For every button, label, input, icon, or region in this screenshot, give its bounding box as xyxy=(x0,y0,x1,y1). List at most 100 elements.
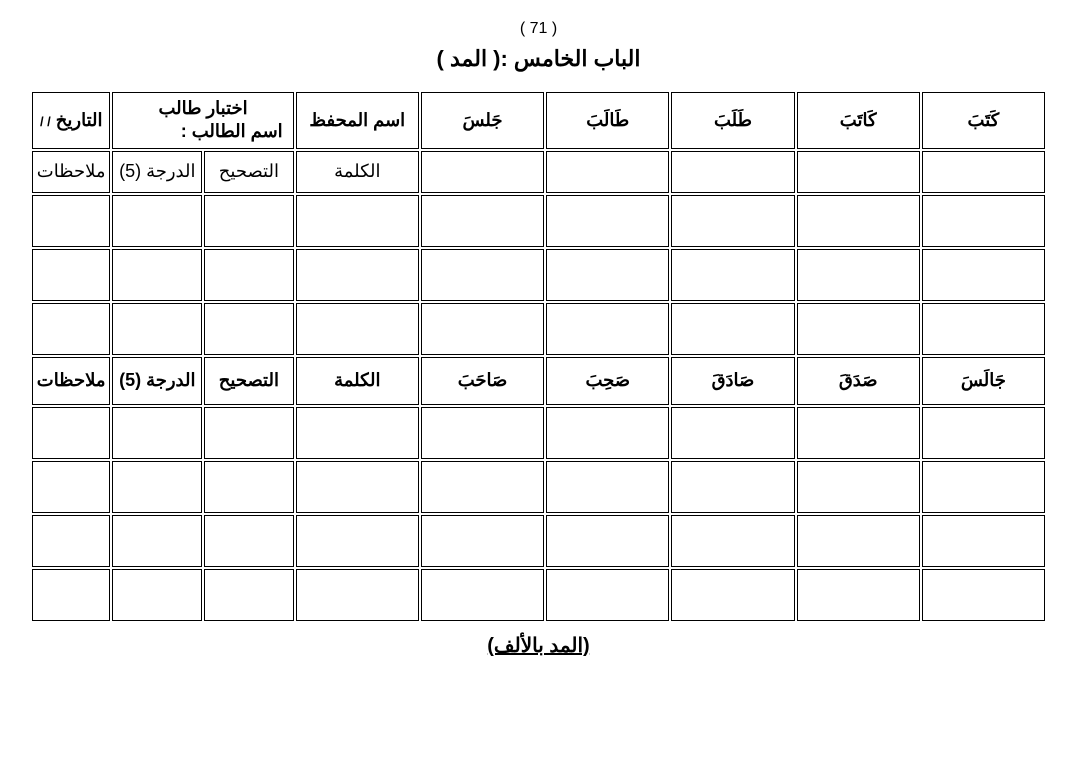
grade-label: الدرجة (5) xyxy=(112,151,202,193)
empty-cell xyxy=(204,195,294,247)
student-test-header: اختبار طالب اسم الطالب : xyxy=(112,92,293,149)
correction-label: التصحيح xyxy=(204,151,294,193)
page-number: ( 71 ) xyxy=(30,20,1047,38)
empty-cell xyxy=(546,151,669,193)
vocab-cell: كَاتَبَ xyxy=(797,92,920,149)
vocab-cell: كَتَبَ xyxy=(922,92,1045,149)
empty-cell xyxy=(671,515,794,567)
empty-cell xyxy=(296,195,419,247)
second-word-row: جَالَسَ صَدَقَ صَادَقَ صَحِبَ صَاحَبَ ال… xyxy=(32,357,1045,405)
empty-cell xyxy=(32,249,110,301)
notes-label: ملاحظات xyxy=(32,151,110,193)
vocab-cell: صَدَقَ xyxy=(797,357,920,405)
empty-row xyxy=(32,569,1045,621)
empty-cell xyxy=(112,569,202,621)
empty-cell xyxy=(112,249,202,301)
memorizer-name-header: اسم المحفظ xyxy=(296,92,419,149)
empty-row xyxy=(32,461,1045,513)
worksheet-table: كَتَبَ كَاتَبَ طَلَبَ طَالَبَ جَلسَ اسم … xyxy=(30,90,1047,623)
empty-cell xyxy=(797,569,920,621)
date-label: التاريخ xyxy=(56,110,103,130)
empty-cell xyxy=(797,515,920,567)
empty-cell xyxy=(797,461,920,513)
empty-cell xyxy=(32,461,110,513)
empty-cell xyxy=(671,407,794,459)
empty-cell xyxy=(296,515,419,567)
empty-row xyxy=(32,407,1045,459)
empty-cell xyxy=(296,249,419,301)
vocab-cell: طَلَبَ xyxy=(671,92,794,149)
notes-label: ملاحظات xyxy=(32,357,110,405)
empty-cell xyxy=(112,461,202,513)
empty-cell xyxy=(922,249,1045,301)
grade-label: الدرجة (5) xyxy=(112,357,202,405)
empty-cell xyxy=(421,407,544,459)
empty-cell xyxy=(204,461,294,513)
empty-cell xyxy=(671,461,794,513)
empty-cell xyxy=(32,515,110,567)
empty-cell xyxy=(797,249,920,301)
empty-cell xyxy=(421,461,544,513)
empty-cell xyxy=(421,249,544,301)
student-test-top: اختبار طالب xyxy=(117,97,288,120)
empty-cell xyxy=(204,569,294,621)
empty-row xyxy=(32,249,1045,301)
empty-cell xyxy=(546,249,669,301)
empty-cell xyxy=(296,303,419,355)
vocab-cell: جَلسَ xyxy=(421,92,544,149)
empty-cell xyxy=(296,407,419,459)
vocab-cell: جَالَسَ xyxy=(922,357,1045,405)
empty-cell xyxy=(797,151,920,193)
empty-cell xyxy=(421,569,544,621)
empty-cell xyxy=(32,195,110,247)
empty-cell xyxy=(546,569,669,621)
empty-cell xyxy=(922,515,1045,567)
empty-cell xyxy=(296,461,419,513)
empty-cell xyxy=(797,303,920,355)
empty-row xyxy=(32,195,1045,247)
empty-cell xyxy=(922,195,1045,247)
empty-cell xyxy=(421,151,544,193)
student-test-bottom: اسم الطالب : xyxy=(117,120,288,143)
word-label: الكلمة xyxy=(296,357,419,405)
empty-cell xyxy=(546,407,669,459)
sub-label-row-1: الكلمة التصحيح الدرجة (5) ملاحظات xyxy=(32,151,1045,193)
empty-cell xyxy=(671,569,794,621)
empty-cell xyxy=(546,303,669,355)
vocab-cell: صَحِبَ xyxy=(546,357,669,405)
header-row: كَتَبَ كَاتَبَ طَلَبَ طَالَبَ جَلسَ اسم … xyxy=(32,92,1045,149)
word-label: الكلمة xyxy=(296,151,419,193)
empty-cell xyxy=(112,303,202,355)
empty-cell xyxy=(421,303,544,355)
empty-cell xyxy=(112,515,202,567)
empty-cell xyxy=(32,569,110,621)
empty-cell xyxy=(922,461,1045,513)
empty-cell xyxy=(112,407,202,459)
empty-cell xyxy=(922,569,1045,621)
empty-cell xyxy=(922,407,1045,459)
empty-cell xyxy=(546,515,669,567)
empty-cell xyxy=(546,461,669,513)
empty-cell xyxy=(112,195,202,247)
empty-cell xyxy=(671,249,794,301)
empty-cell xyxy=(421,515,544,567)
empty-cell xyxy=(204,249,294,301)
empty-cell xyxy=(797,195,920,247)
empty-cell xyxy=(296,569,419,621)
empty-row xyxy=(32,303,1045,355)
empty-cell xyxy=(204,303,294,355)
empty-cell xyxy=(32,303,110,355)
correction-label: التصحيح xyxy=(204,357,294,405)
empty-cell xyxy=(204,407,294,459)
chapter-title: الباب الخامس :( المد ) xyxy=(30,46,1047,72)
empty-cell xyxy=(922,151,1045,193)
empty-cell xyxy=(671,151,794,193)
empty-cell xyxy=(671,195,794,247)
empty-cell xyxy=(204,515,294,567)
empty-cell xyxy=(797,407,920,459)
vocab-cell: طَالَبَ xyxy=(546,92,669,149)
vocab-cell: صَادَقَ xyxy=(671,357,794,405)
date-header: التاريخ / / xyxy=(32,92,110,149)
footer-title: (المد بالألف) xyxy=(30,633,1047,658)
empty-cell xyxy=(922,303,1045,355)
